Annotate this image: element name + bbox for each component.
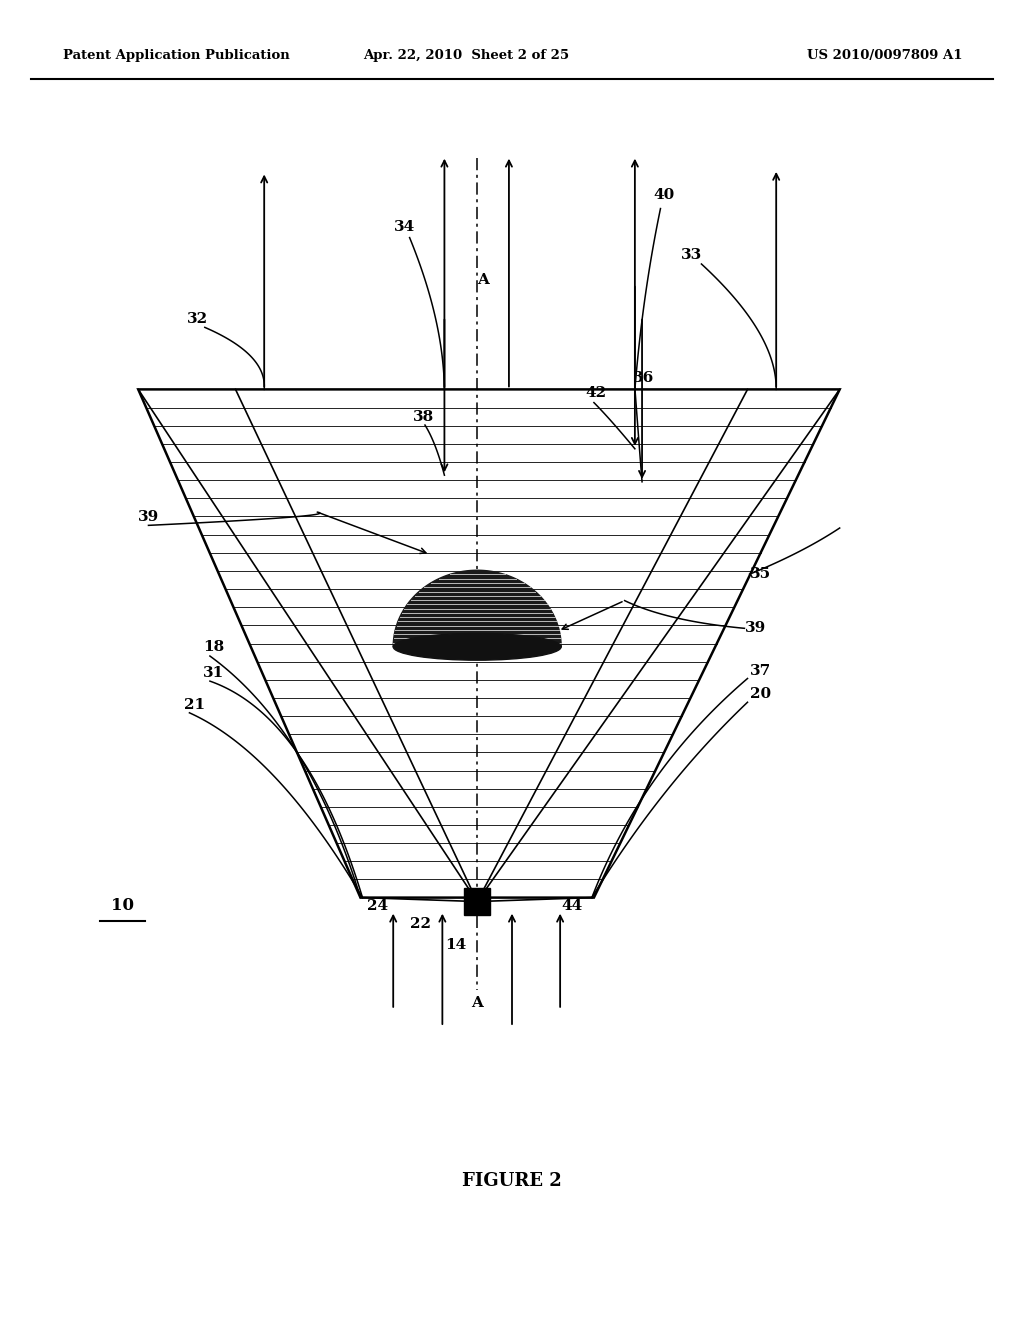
Text: 33: 33 [681, 248, 702, 261]
Text: 42: 42 [586, 387, 607, 400]
Text: 36: 36 [633, 371, 654, 384]
Text: 24: 24 [367, 899, 388, 912]
Text: 32: 32 [187, 313, 209, 326]
Text: 21: 21 [184, 698, 206, 711]
Text: 34: 34 [394, 220, 416, 234]
Ellipse shape [393, 634, 561, 660]
Text: 39: 39 [744, 622, 766, 635]
Text: 38: 38 [413, 411, 434, 424]
Text: 37: 37 [750, 664, 771, 677]
Text: A: A [477, 273, 489, 286]
Text: FIGURE 2: FIGURE 2 [462, 1172, 562, 1191]
Text: 22: 22 [410, 917, 431, 931]
Text: 31: 31 [203, 667, 224, 680]
Text: 18: 18 [203, 640, 224, 653]
Text: 20: 20 [750, 688, 771, 701]
Text: US 2010/0097809 A1: US 2010/0097809 A1 [807, 49, 963, 62]
Text: 35: 35 [750, 568, 771, 581]
Text: 40: 40 [653, 189, 675, 202]
Text: 14: 14 [445, 939, 467, 952]
Bar [464, 888, 490, 915]
Text: A: A [471, 997, 483, 1010]
Text: 10: 10 [112, 898, 134, 913]
Text: Apr. 22, 2010  Sheet 2 of 25: Apr. 22, 2010 Sheet 2 of 25 [362, 49, 569, 62]
Text: 39: 39 [138, 511, 160, 524]
Text: Patent Application Publication: Patent Application Publication [63, 49, 290, 62]
Text: 44: 44 [561, 899, 583, 912]
Polygon shape [393, 570, 561, 647]
